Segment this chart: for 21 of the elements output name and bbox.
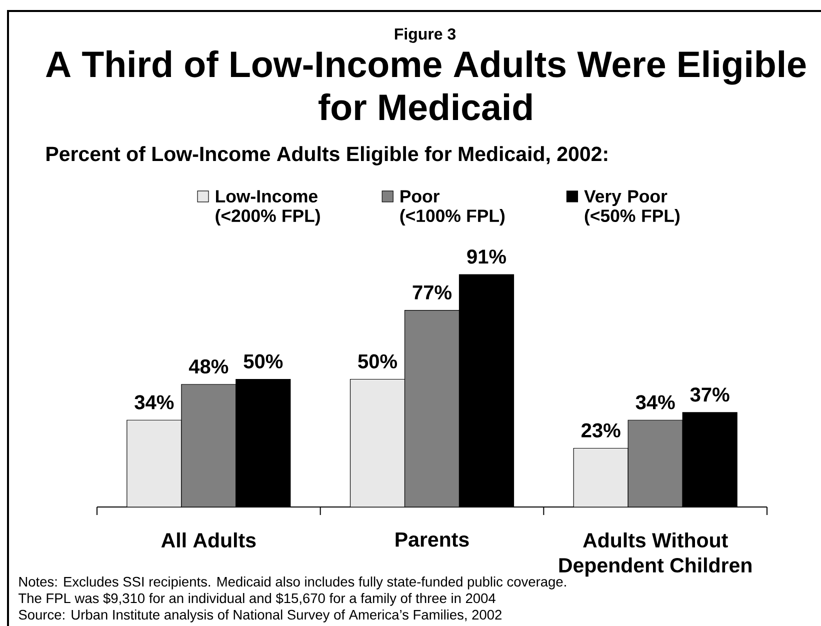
data-label: 34% — [636, 395, 675, 410]
legend-label: Low-Income (<200% FPL) — [216, 190, 320, 226]
chart-subtitle: Percent of Low-Income Adults Eligible for Medicaid, 2002: — [46, 146, 608, 166]
caption: Figure 3 — [394, 28, 456, 43]
data-label: 23% — [582, 423, 620, 438]
legend-label: Very Poor (<50% FPL) — [584, 190, 680, 226]
data-label: 91% — [467, 250, 506, 264]
x-tick-label: Adults Without Dependent Children — [559, 532, 752, 577]
x-tick-label: All Adults — [161, 532, 256, 548]
data-label: 50% — [244, 354, 283, 368]
chart-title: A Third of Low-Income Adults Were Eligible for Medicaid — [46, 50, 806, 120]
legend-label: Poor (<100% FPL) — [400, 190, 504, 226]
data-label: 48% — [188, 359, 228, 374]
source-note: Source: Urban Institute analysis of National Survey of America’s Families, 2002 — [18, 610, 502, 622]
text: The FPL was $9,310 for an individual and $15,670 for a family of three in 2004 — [18, 592, 496, 606]
x-tick-label: Parents — [396, 532, 469, 547]
data-label: 50% — [358, 354, 397, 368]
data-label: 34% — [134, 395, 174, 410]
text: Notes: Excludes SSI recipients. Medicaid also includes fully state-funded public coverage. — [19, 576, 566, 590]
data-label: 77% — [412, 285, 452, 300]
data-label: 37% — [690, 388, 730, 402]
